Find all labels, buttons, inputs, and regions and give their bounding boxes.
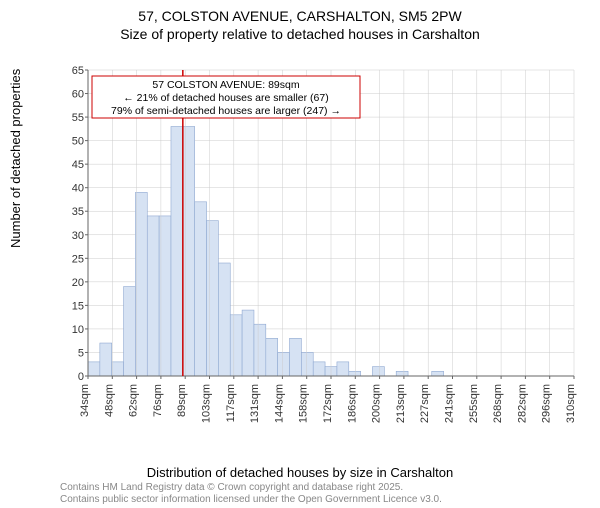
svg-text:5: 5 (78, 347, 84, 359)
chart-container: 57, COLSTON AVENUE, CARSHALTON, SM5 2PW … (0, 8, 600, 508)
svg-text:48sqm: 48sqm (103, 384, 115, 417)
svg-text:35: 35 (72, 206, 84, 218)
svg-text:10: 10 (72, 324, 84, 336)
y-axis-label: Number of detached properties (8, 69, 23, 248)
footer-line-2: Contains public sector information licen… (60, 494, 442, 506)
svg-text:65: 65 (72, 65, 84, 77)
svg-text:60: 60 (72, 89, 84, 101)
svg-text:158sqm: 158sqm (298, 384, 310, 423)
svg-text:← 21% of detached houses are s: ← 21% of detached houses are smaller (67… (123, 92, 328, 104)
svg-text:76sqm: 76sqm (152, 384, 164, 417)
histogram-plot: 0 5 10 15 20 25 30 35 40 45 50 55 60 65 34sqm 48sqm 62sq… (60, 64, 580, 434)
svg-text:241sqm: 241sqm (444, 384, 456, 423)
footer-credits: Contains HM Land Registry data © Crown c… (60, 482, 442, 506)
svg-text:40: 40 (72, 183, 84, 195)
svg-text:282sqm: 282sqm (516, 384, 528, 423)
svg-text:186sqm: 186sqm (346, 384, 358, 423)
svg-text:310sqm: 310sqm (565, 384, 577, 423)
svg-text:255sqm: 255sqm (468, 384, 480, 423)
svg-text:172sqm: 172sqm (322, 384, 334, 423)
svg-text:62sqm: 62sqm (128, 384, 140, 417)
svg-text:103sqm: 103sqm (201, 384, 213, 423)
svg-text:20: 20 (72, 277, 84, 289)
svg-text:30: 30 (72, 230, 84, 242)
chart-title-main: 57, COLSTON AVENUE, CARSHALTON, SM5 2PW (0, 8, 600, 24)
svg-text:213sqm: 213sqm (395, 384, 407, 423)
footer-line-1: Contains HM Land Registry data © Crown c… (60, 482, 442, 494)
svg-text:79% of semi-detached houses ar: 79% of semi-detached houses are larger (… (111, 105, 341, 117)
svg-text:25: 25 (72, 253, 84, 265)
svg-text:0: 0 (78, 371, 84, 383)
svg-text:50: 50 (72, 136, 84, 148)
svg-text:117sqm: 117sqm (225, 384, 237, 422)
svg-text:55: 55 (72, 112, 84, 124)
svg-text:268sqm: 268sqm (492, 384, 504, 423)
svg-text:200sqm: 200sqm (371, 384, 383, 423)
svg-text:144sqm: 144sqm (273, 384, 285, 423)
svg-text:89sqm: 89sqm (176, 384, 188, 417)
svg-text:131sqm: 131sqm (249, 384, 261, 423)
svg-text:45: 45 (72, 159, 84, 171)
svg-text:227sqm: 227sqm (419, 384, 431, 423)
chart-title-sub: Size of property relative to detached ho… (0, 26, 600, 42)
svg-text:296sqm: 296sqm (541, 384, 553, 423)
svg-text:34sqm: 34sqm (79, 384, 91, 417)
x-axis-label: Distribution of detached houses by size … (0, 465, 600, 480)
svg-text:15: 15 (72, 300, 84, 312)
svg-text:57 COLSTON AVENUE: 89sqm: 57 COLSTON AVENUE: 89sqm (152, 79, 300, 91)
